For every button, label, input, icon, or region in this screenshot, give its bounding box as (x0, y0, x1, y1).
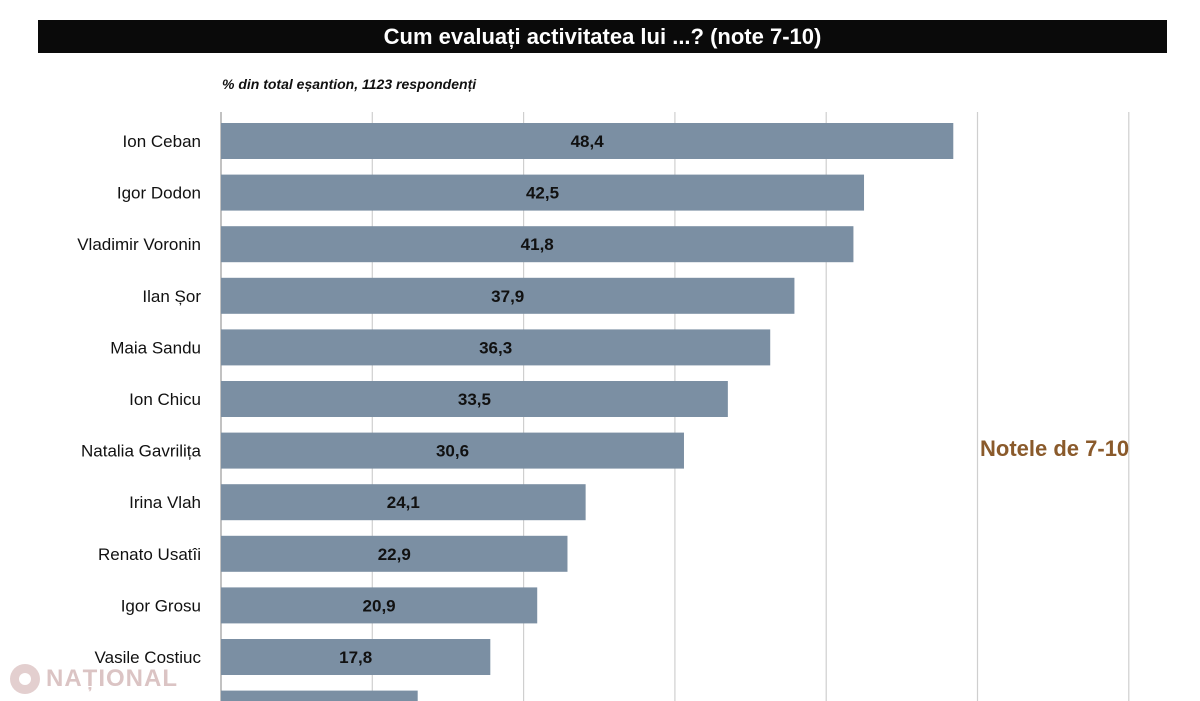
category-label: Igor Dodon (117, 184, 201, 203)
data-label: 30,6 (436, 442, 469, 461)
legend-label: Notele de 7-10 (980, 436, 1130, 461)
data-label: 20,9 (363, 596, 396, 615)
bar (221, 484, 586, 521)
chart-subtitle: % din total eșantion, 1123 respondenți (222, 76, 477, 92)
category-label: Vladimir Voronin (77, 235, 201, 254)
category-label: Natalia Gavrilița (81, 442, 202, 461)
category-label: Maia Sandu (110, 338, 201, 357)
data-label: 13,0 (303, 700, 336, 701)
category-label: Renato Usatîi (98, 545, 201, 564)
data-label: 48,4 (571, 132, 605, 151)
bar (221, 690, 418, 701)
bar (221, 381, 728, 417)
category-label: Vasile Costiuc (95, 648, 202, 667)
category-label: Ion Ceban (123, 132, 201, 151)
category-label: Ilan Șor (142, 287, 201, 306)
bar (221, 174, 865, 211)
data-label: 17,8 (339, 648, 372, 667)
bar (221, 432, 684, 469)
data-label: 42,5 (526, 184, 559, 203)
data-label: 22,9 (378, 545, 411, 564)
data-label: 33,5 (458, 390, 491, 409)
category-label: Dinu Plîngău (104, 700, 201, 701)
watermark: NAȚIONAL (10, 664, 178, 694)
data-label: 24,1 (387, 493, 420, 512)
national-logo-icon (10, 664, 40, 694)
data-label: 37,9 (491, 287, 524, 306)
category-label: Irina Vlah (129, 493, 201, 512)
data-label: 41,8 (521, 235, 554, 254)
bar (221, 639, 491, 675)
data-label: 36,3 (479, 338, 512, 357)
bar (221, 226, 854, 263)
watermark-text: NAȚIONAL (46, 665, 178, 692)
bar (221, 587, 538, 624)
chart-title: Cum evaluați activitatea lui ...? (note … (38, 20, 1167, 53)
bar (221, 329, 771, 366)
bar (221, 123, 954, 159)
category-label: Ion Chicu (129, 390, 201, 409)
bar (221, 535, 568, 572)
bar (221, 277, 795, 314)
category-label: Igor Grosu (121, 596, 201, 615)
